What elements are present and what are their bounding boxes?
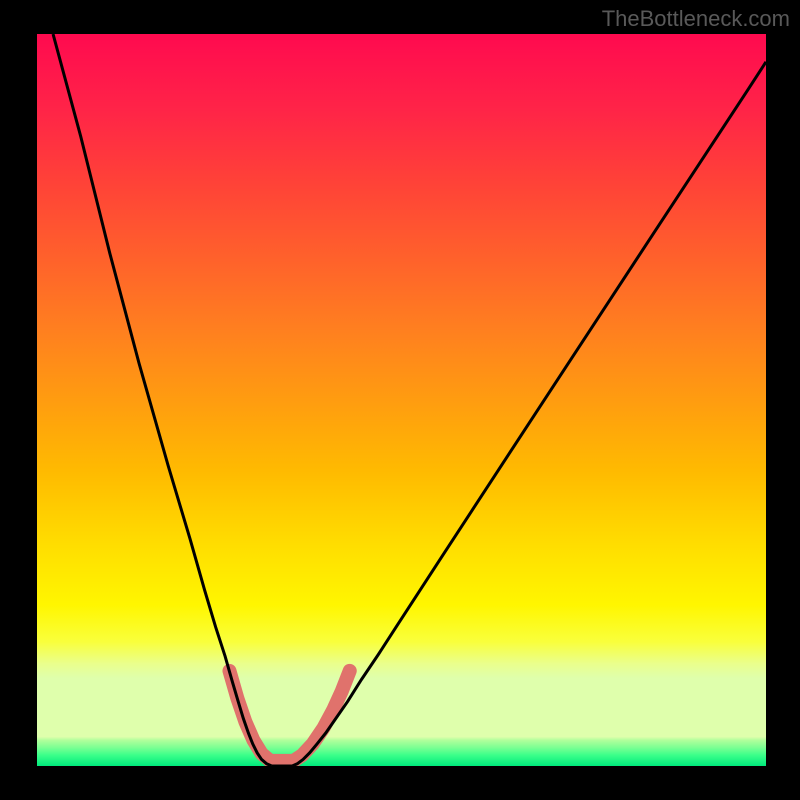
gradient-background	[37, 34, 766, 766]
watermark-text: TheBottleneck.com	[602, 6, 790, 32]
plot-area	[37, 34, 766, 766]
chart-svg	[37, 34, 766, 766]
